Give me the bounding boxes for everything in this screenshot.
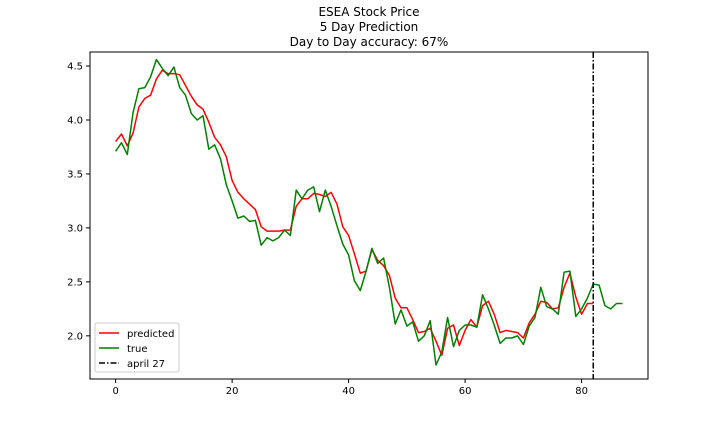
legend-label-true: true bbox=[127, 344, 148, 355]
series-layer bbox=[114, 58, 623, 366]
y-tick-label: 2.0 bbox=[67, 331, 83, 342]
title-line-3: Day to Day accuracy: 67% bbox=[290, 35, 449, 49]
x-tick-label: 80 bbox=[575, 386, 588, 397]
x-tick-label: 0 bbox=[112, 386, 118, 397]
legend-label-predicted: predicted bbox=[127, 329, 174, 340]
legend: predicted true april 27 bbox=[94, 322, 180, 373]
x-tick-label: 20 bbox=[226, 386, 239, 397]
title-line-1: ESEA Stock Price bbox=[318, 5, 419, 19]
y-tick-label: 2.5 bbox=[67, 277, 83, 288]
x-tick-label: 40 bbox=[342, 386, 355, 397]
y-axis-ticks: 2.0 2.5 3.0 3.5 4.0 4.5 bbox=[67, 62, 90, 342]
x-axis-ticks: 0 20 40 60 80 bbox=[112, 379, 588, 397]
x-tick-label: 60 bbox=[459, 386, 472, 397]
y-tick-label: 4.5 bbox=[67, 62, 83, 73]
axes-frame bbox=[89, 51, 649, 380]
y-tick-label: 3.5 bbox=[67, 169, 83, 180]
title-line-2: 5 Day Prediction bbox=[320, 20, 419, 34]
series-line-true bbox=[114, 58, 623, 366]
y-tick-label: 3.0 bbox=[67, 223, 83, 234]
y-tick-label: 4.0 bbox=[67, 115, 83, 126]
plot-area: 0 20 40 60 80 2.0 2.5 3.0 3.5 4.0 4.5 bbox=[67, 51, 649, 397]
chart-title: ESEA Stock Price 5 Day Prediction Day to… bbox=[290, 5, 449, 49]
legend-label-april-27: april 27 bbox=[127, 359, 165, 370]
series-line-predicted bbox=[115, 69, 594, 357]
legend-box bbox=[94, 322, 180, 373]
